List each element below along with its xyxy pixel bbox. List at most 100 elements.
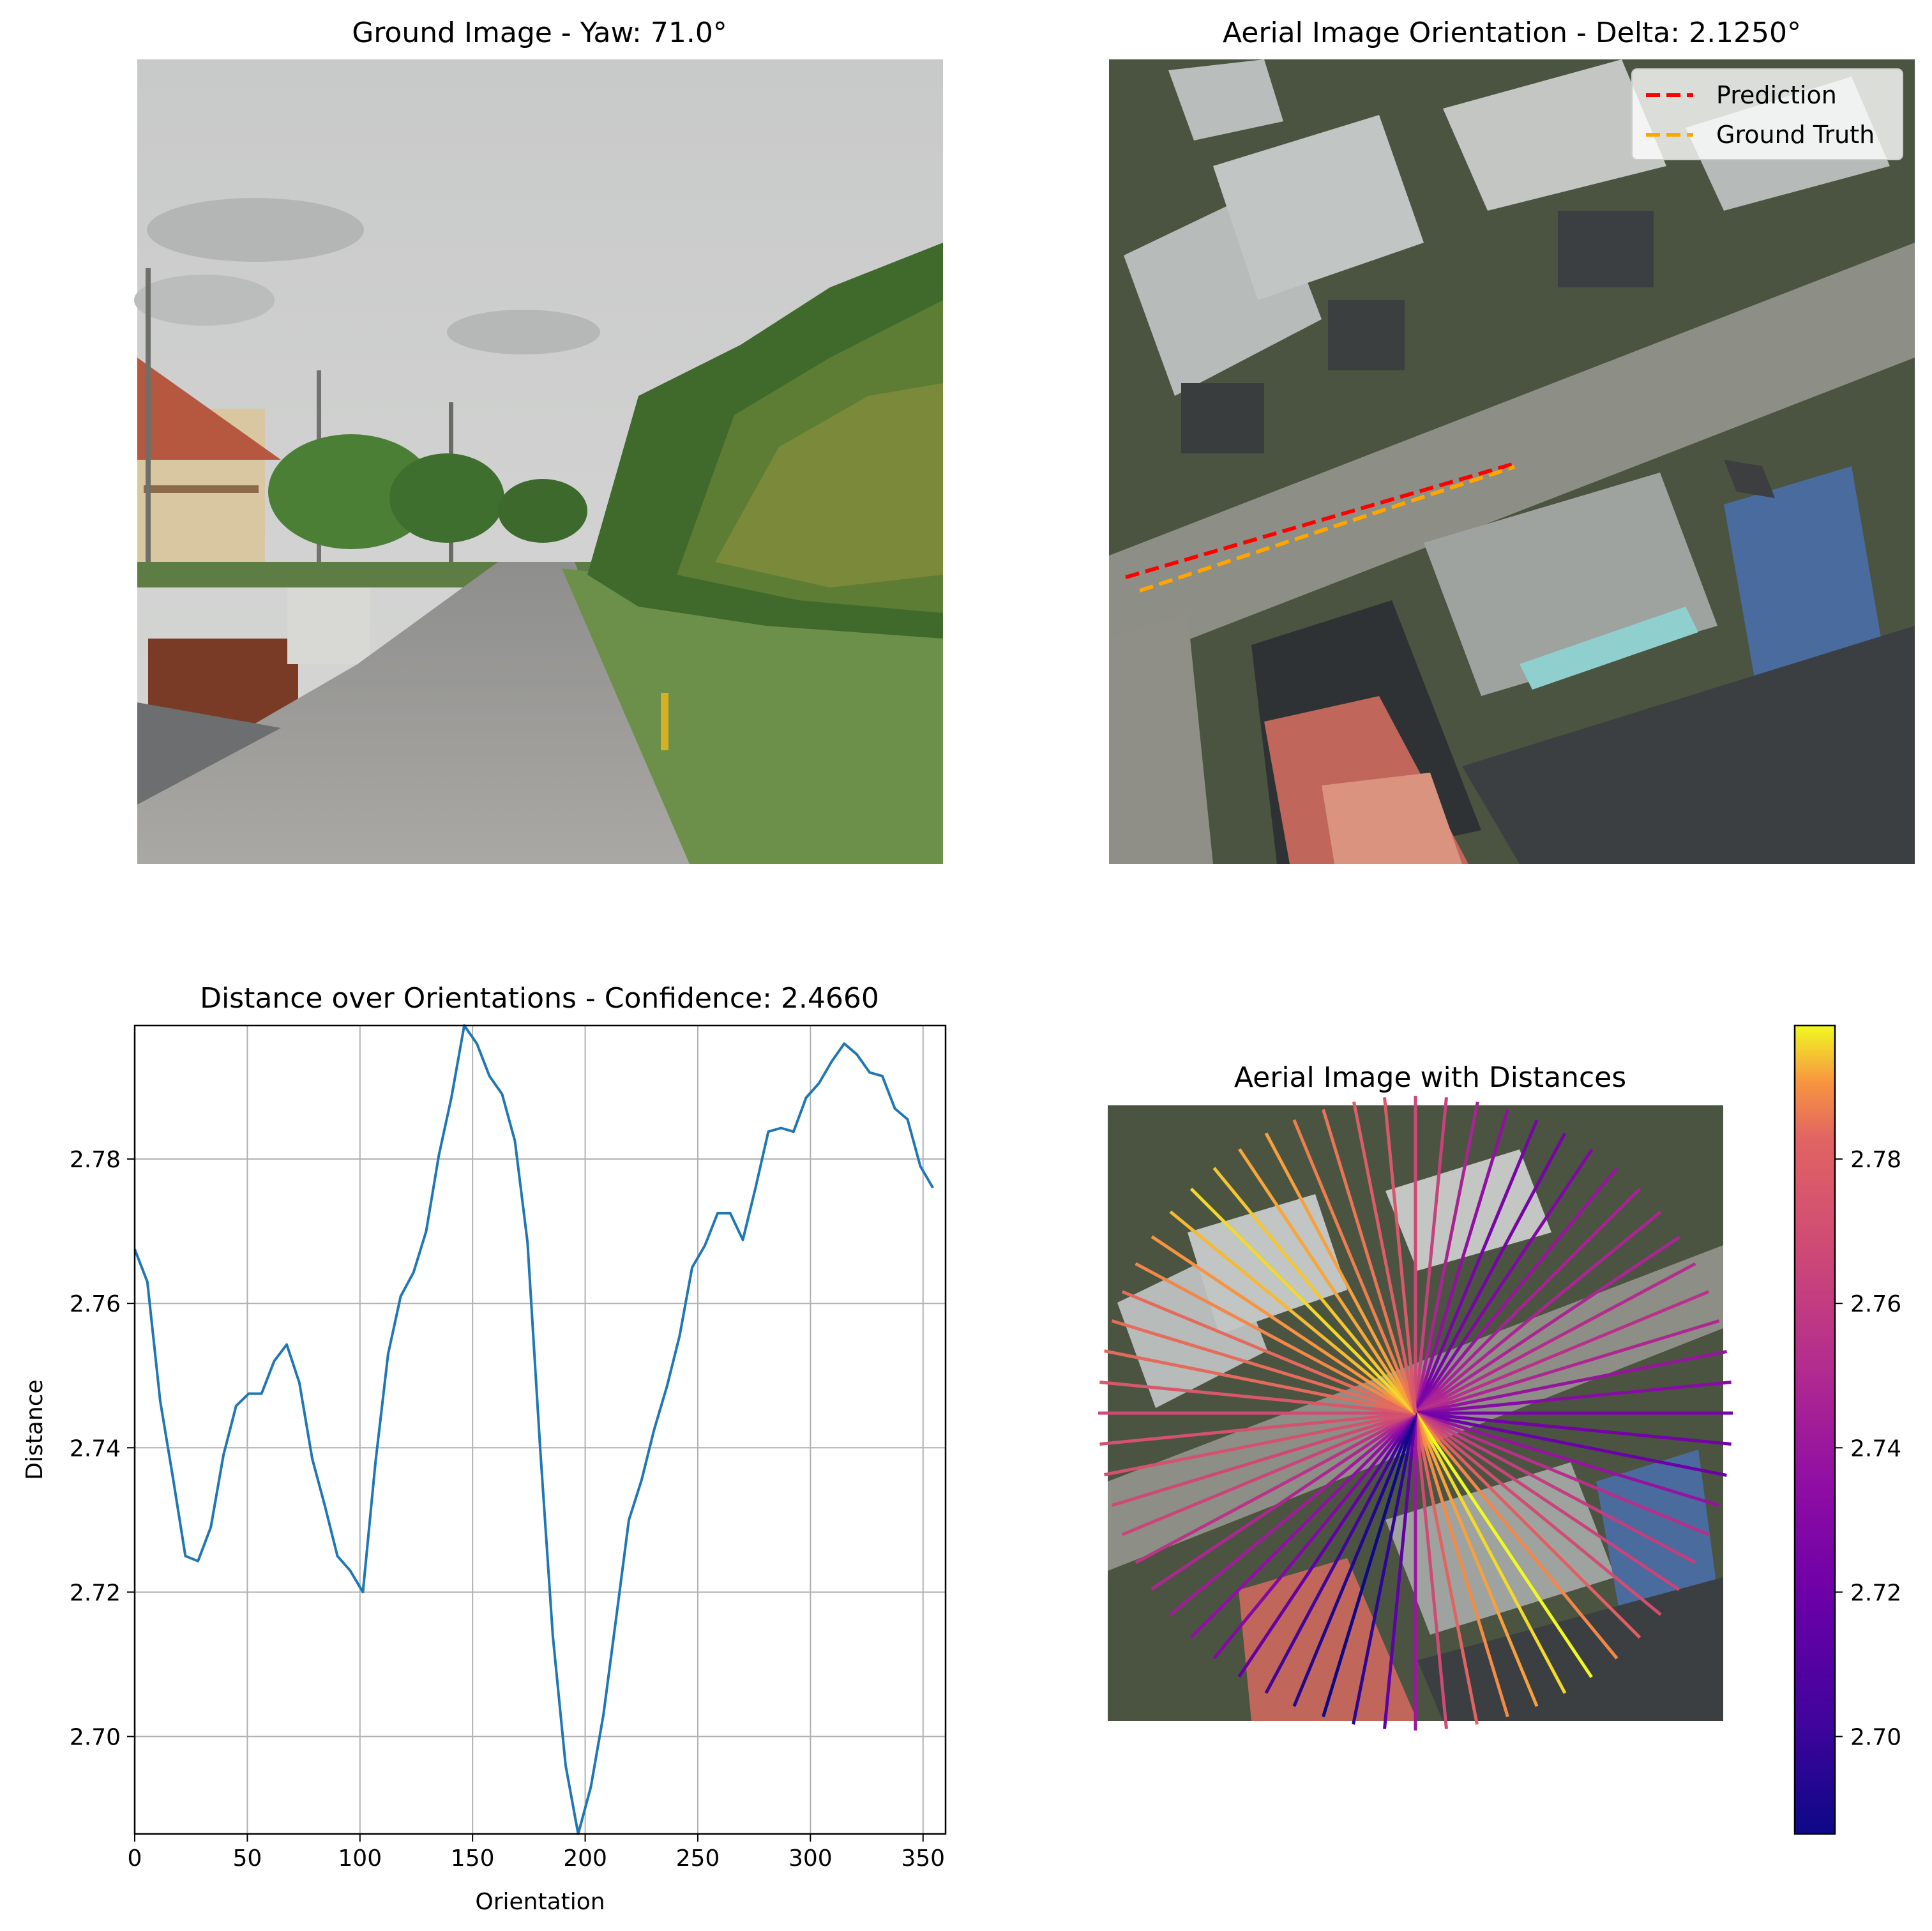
distance-ray xyxy=(1414,1236,1680,1415)
distance-ray xyxy=(1414,1412,1567,1694)
distance-ray xyxy=(1292,1412,1417,1708)
line-chart-title: Distance over Orientations - Confidence:… xyxy=(200,982,879,1015)
distance-ray xyxy=(1111,1319,1416,1415)
distance-ray xyxy=(1189,1412,1417,1639)
ground-panel: Ground Image - Yaw: 71.0° xyxy=(134,17,943,864)
distance-ray xyxy=(1414,1148,1594,1414)
distance-ray xyxy=(1415,1290,1710,1415)
colorbar-gradient xyxy=(1793,1024,1836,1835)
distance-ray xyxy=(1414,1119,1539,1414)
legend-label-prediction: Prediction xyxy=(1716,81,1837,109)
ground-truth-line xyxy=(1139,465,1515,593)
distance-ray xyxy=(1414,1187,1641,1414)
ticks: 0 50 100 150 200 250 300 350 2.70 2.72 2.74 2.76 2.7… xyxy=(70,1147,945,1872)
distance-ray xyxy=(1414,1412,1662,1616)
radial-panel: Aerial Image with Distances 2.70 2.72 2.74… xyxy=(1098,1024,1901,1835)
aerial-panel: Aerial Image Orientation - Delta: 2.1250… xyxy=(1109,17,1915,864)
distance-ray xyxy=(1135,1411,1417,1564)
distance-ray xyxy=(1189,1187,1417,1414)
distance-ray xyxy=(1169,1412,1417,1616)
legend-item-ground-truth: Ground Truth xyxy=(1646,121,1875,149)
legend-item-prediction: Prediction xyxy=(1646,81,1837,109)
colorbar-tick-label: 2.74 xyxy=(1850,1435,1901,1462)
distance-ray xyxy=(1415,1319,1720,1415)
distance-line-chart: Distance over Orientations - Confidence:… xyxy=(22,982,947,1915)
y-tick-label: 2.72 xyxy=(70,1580,121,1606)
distance-ray xyxy=(1212,1412,1417,1660)
distance-ray xyxy=(1414,1132,1567,1414)
legend: Prediction Ground Truth xyxy=(1631,68,1903,160)
distance-ray xyxy=(1264,1132,1417,1414)
colorbar-tick-label: 2.78 xyxy=(1850,1147,1901,1173)
distance-ray xyxy=(1352,1412,1417,1725)
distance-ray xyxy=(1415,1350,1727,1415)
distance-ray xyxy=(1104,1411,1416,1476)
distance-ray xyxy=(1415,1411,1727,1477)
distance-ray xyxy=(1415,1411,1710,1536)
colorbar-tick-label: 2.70 xyxy=(1850,1724,1901,1750)
distance-ray xyxy=(1414,1412,1448,1729)
distance-ray xyxy=(1237,1412,1417,1678)
distance-ray xyxy=(1414,1167,1619,1414)
aerial-orientation-title: Aerial Image Orientation - Delta: 2.1250… xyxy=(1223,17,1801,49)
colorbar-tick-label: 2.72 xyxy=(1850,1580,1901,1606)
distance-ray xyxy=(1352,1102,1417,1414)
distance-ray xyxy=(1104,1349,1416,1415)
ground-photo xyxy=(134,59,943,864)
distance-ray xyxy=(1414,1097,1448,1414)
x-tick-label: 50 xyxy=(232,1845,262,1872)
distance-ray xyxy=(1414,1412,1539,1708)
y-tick-label: 2.70 xyxy=(70,1724,121,1750)
distance-ray xyxy=(1099,1411,1416,1446)
x-tick-label: 300 xyxy=(789,1845,833,1872)
legend-label-ground-truth: Ground Truth xyxy=(1716,121,1875,149)
aerial-photo xyxy=(1109,59,1915,864)
y-tick-label: 2.74 xyxy=(70,1435,121,1462)
x-tick-label: 250 xyxy=(676,1845,720,1872)
x-tick-label: 150 xyxy=(451,1845,495,1872)
distance-ray xyxy=(1151,1411,1417,1591)
distance-ray xyxy=(1414,1412,1593,1678)
distance-ray xyxy=(1121,1411,1416,1536)
distance-ray xyxy=(1415,1381,1732,1415)
distance-ray xyxy=(1099,1381,1416,1415)
distance-ray xyxy=(1414,1210,1662,1414)
distance-ray xyxy=(1292,1119,1417,1414)
distance-ray xyxy=(1212,1167,1417,1414)
distance-ray xyxy=(1414,1411,1680,1591)
plot-frame xyxy=(133,1024,947,1835)
distance-ray xyxy=(1414,1262,1696,1415)
ground-image-title: Ground Image - Yaw: 71.0° xyxy=(352,17,727,49)
distance-ray xyxy=(1414,1412,1479,1725)
distance-ray xyxy=(1238,1148,1417,1414)
x-tick-label: 200 xyxy=(563,1845,607,1872)
distance-ray xyxy=(1414,1412,1619,1660)
distance-ray xyxy=(1383,1097,1417,1414)
colorbar-ticks: 2.70 2.72 2.74 2.76 2.78 xyxy=(1835,1147,1901,1750)
distance-ray xyxy=(1322,1109,1417,1414)
distance-ray xyxy=(1169,1210,1417,1414)
colorbar: 2.70 2.72 2.74 2.76 2.78 xyxy=(1793,1024,1901,1835)
distance-ray xyxy=(1414,1109,1509,1414)
distance-ray xyxy=(1322,1412,1417,1718)
distance-ray xyxy=(1264,1412,1417,1694)
distance-ray xyxy=(1414,1412,1509,1718)
y-tick-label: 2.76 xyxy=(70,1291,121,1317)
distance-ray xyxy=(1415,1411,1720,1507)
distance-series-line xyxy=(133,1024,934,1835)
radial-image-title: Aerial Image with Distances xyxy=(1234,1061,1626,1094)
x-tick-label: 0 xyxy=(128,1845,142,1872)
distance-ray xyxy=(1414,1412,1641,1639)
distance-ray xyxy=(1151,1235,1417,1415)
x-axis-label: Orientation xyxy=(475,1889,605,1915)
x-tick-label: 100 xyxy=(338,1845,382,1872)
prediction-line xyxy=(1125,462,1515,579)
x-tick-label: 350 xyxy=(901,1845,945,1872)
distance-ray xyxy=(1111,1411,1416,1507)
distance-ray xyxy=(1415,1411,1732,1446)
distance-ray xyxy=(1383,1412,1417,1729)
colorbar-tick-label: 2.76 xyxy=(1850,1291,1901,1317)
distance-ray xyxy=(1135,1262,1417,1415)
distance-rays xyxy=(1098,1096,1733,1730)
distance-ray xyxy=(1121,1290,1416,1415)
